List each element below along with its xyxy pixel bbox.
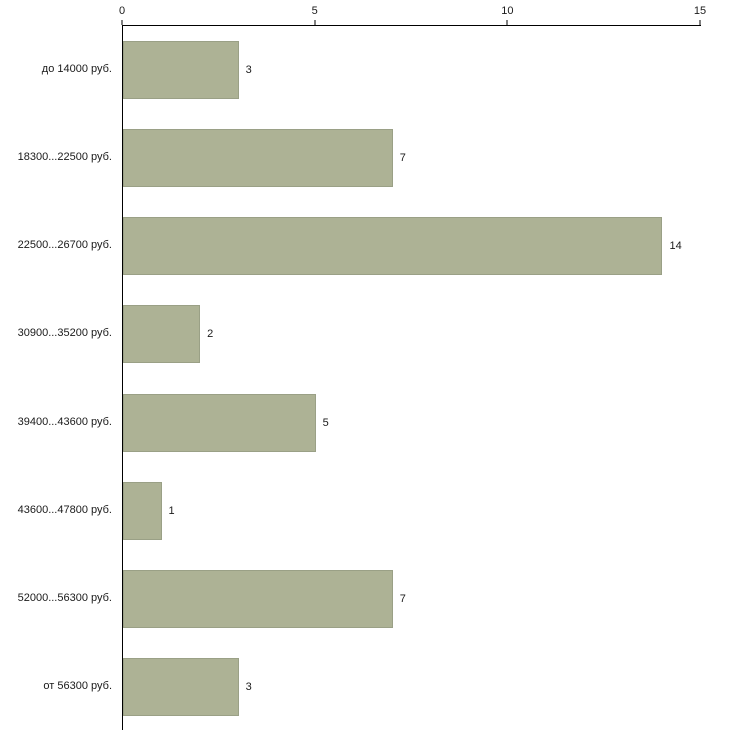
category-label: 39400...43600 руб. <box>17 415 112 428</box>
bar-value-label: 5 <box>322 416 329 429</box>
bar-row: 1 <box>123 467 701 555</box>
bar-value-label: 14 <box>669 240 682 253</box>
bar <box>123 393 316 452</box>
x-axis-tick-mark <box>699 20 701 25</box>
bar <box>123 217 663 276</box>
bar-row: 14 <box>123 202 701 290</box>
bar <box>123 569 393 628</box>
category-label: 22500...26700 руб. <box>17 239 112 252</box>
bar-row: 3 <box>123 643 701 730</box>
bar-value-label: 7 <box>399 592 406 605</box>
x-axis-tick-mark <box>506 20 508 25</box>
category-label: до 14000 руб. <box>41 63 112 76</box>
x-axis-tick-mark <box>314 20 316 25</box>
category-label: 43600...47800 руб. <box>17 503 112 516</box>
bar-row: 2 <box>123 290 701 378</box>
x-axis-tick-label: 10 <box>501 5 514 17</box>
x-axis-tick-label: 15 <box>693 5 707 17</box>
bar-value-label: 1 <box>168 504 175 517</box>
bar-value-label: 3 <box>245 64 252 77</box>
bar-value-label: 2 <box>207 328 214 341</box>
bar <box>123 129 393 188</box>
bar <box>123 305 201 364</box>
plot-area: 3 7 14 2 5 1 7 3 <box>122 25 701 730</box>
bar-row: 7 <box>123 555 701 643</box>
bar <box>123 657 239 716</box>
bar-row: 7 <box>123 114 701 202</box>
bar-row: 3 <box>123 26 701 114</box>
bar-value-label: 3 <box>245 680 252 693</box>
bar-row: 5 <box>123 379 701 467</box>
category-label: 52000...56300 руб. <box>17 591 112 604</box>
category-label: от 56300 руб. <box>43 679 112 692</box>
bar <box>123 41 239 100</box>
bar-value-label: 7 <box>399 152 406 165</box>
x-axis-tick-label: 0 <box>118 5 126 17</box>
x-axis-tick-mark <box>121 20 123 25</box>
x-axis-tick-label: 5 <box>311 5 318 17</box>
category-label: 18300...22500 руб. <box>17 151 112 164</box>
bar <box>123 481 162 540</box>
y-axis-category-labels: до 14000 руб. 18300...22500 руб. 22500...2… <box>0 25 117 730</box>
category-label: 30900...35200 руб. <box>17 327 112 340</box>
